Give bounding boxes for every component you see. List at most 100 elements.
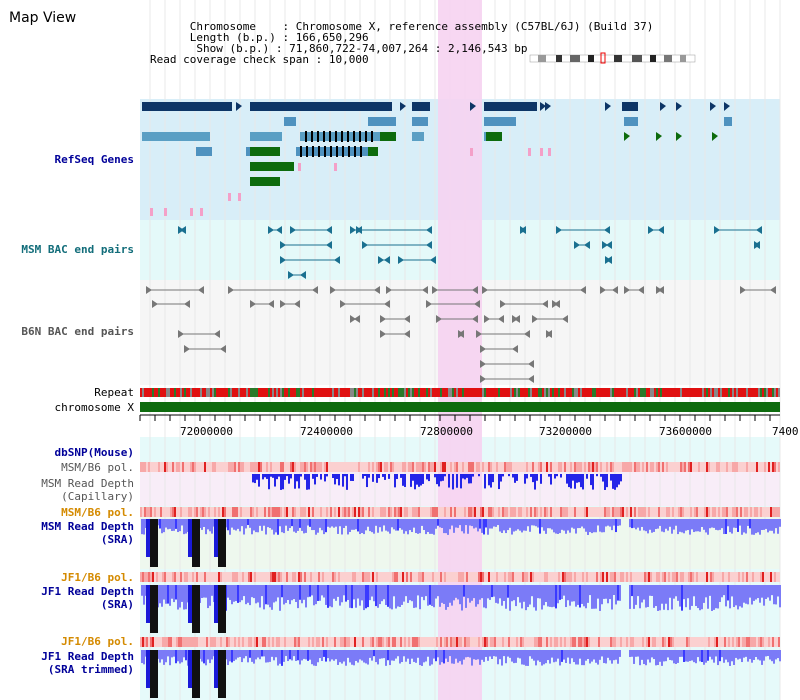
depth-bar	[293, 585, 295, 600]
read-depth-tracks[interactable]	[141, 474, 781, 698]
repeat-segment	[356, 388, 358, 397]
polymorphism-cell	[714, 462, 716, 472]
chromosome-ideogram[interactable]	[529, 52, 696, 64]
polymorphism-cell	[676, 572, 678, 582]
repeat-segment	[314, 388, 316, 397]
msm-pol2-label[interactable]: MSM/B6 pol.	[61, 506, 134, 519]
polymorphism-tracks[interactable]	[140, 462, 780, 647]
repeat-segment	[674, 388, 676, 397]
b6n-bac-label[interactable]: B6N BAC end pairs	[21, 325, 134, 338]
polymorphism-cell	[208, 507, 210, 517]
msm-bac-label[interactable]: MSM BAC end pairs	[21, 243, 134, 256]
msm-depth-sra-label[interactable]: MSM Read Depth (SRA)	[0, 520, 134, 546]
polymorphism-cell	[584, 462, 586, 472]
chromosome-bar[interactable]	[140, 402, 780, 412]
depth-bar	[757, 519, 759, 533]
msm-bac-end-pairs-track[interactable]	[178, 226, 762, 279]
polymorphism-cell	[636, 637, 638, 647]
polymorphism-cell	[600, 462, 602, 472]
jf1-pol-label[interactable]: JF1/B6 pol.	[61, 571, 134, 584]
depth-bar	[469, 519, 471, 526]
repeat-segment	[498, 388, 500, 397]
polymorphism-cell	[590, 462, 592, 472]
depth-bar	[635, 519, 637, 530]
repeat-segment	[360, 388, 362, 397]
polymorphism-cell	[530, 637, 532, 647]
polymorphism-cell	[382, 572, 384, 582]
polymorphism-cell	[144, 637, 146, 647]
repeat-segment	[226, 388, 228, 397]
repeat-segment	[518, 388, 520, 397]
polymorphism-cell	[678, 462, 680, 472]
polymorphism-cell	[606, 637, 608, 647]
polymorphism-cell	[656, 637, 658, 647]
polymorphism-cell	[666, 572, 668, 582]
polymorphism-cell	[242, 637, 244, 647]
repeat-segment	[556, 388, 558, 397]
msm-pol-label[interactable]: MSM/B6 pol.	[61, 461, 134, 474]
repeat-track[interactable]	[140, 388, 780, 397]
depth-bar	[477, 650, 479, 660]
depth-bar	[735, 650, 737, 658]
depth-bar	[653, 585, 655, 608]
repeat-segment	[698, 388, 700, 397]
repeat-segment	[216, 388, 218, 397]
depth-bar	[601, 650, 603, 657]
b6n-bac-end-pairs-track[interactable]	[146, 286, 776, 383]
polymorphism-cell	[172, 572, 174, 582]
depth-bar	[171, 585, 173, 599]
repeat-segment	[700, 388, 702, 397]
polymorphism-cell	[704, 637, 706, 647]
polymorphism-cell	[280, 572, 282, 582]
polymorphism-cell	[302, 462, 304, 472]
repeat-segment	[532, 388, 534, 397]
polymorphism-cell	[760, 572, 762, 582]
polymorphism-cell	[218, 637, 220, 647]
polymorphism-cell	[278, 507, 280, 517]
depth-bar	[461, 519, 463, 532]
polymorphism-cell	[476, 462, 478, 472]
jf1-depth-trimmed-label[interactable]: JF1 Read Depth (SRA trimmed)	[0, 650, 134, 676]
depth-bar	[596, 474, 598, 477]
polymorphism-cell	[360, 572, 362, 582]
polymorphism-cell	[748, 462, 750, 472]
refseq-genes-track[interactable]	[142, 102, 732, 216]
polymorphism-cell	[144, 507, 146, 517]
depth-bar	[277, 585, 279, 598]
jf1-pol2-label[interactable]: JF1/B6 pol.	[61, 635, 134, 648]
depth-bar	[177, 650, 179, 662]
repeat-segment	[438, 388, 440, 397]
polymorphism-cell	[590, 507, 592, 517]
depth-bar	[566, 474, 568, 484]
repeat-segment	[292, 388, 294, 397]
depth-bar	[689, 519, 691, 535]
repeat-segment	[724, 388, 726, 397]
depth-bar	[205, 585, 207, 598]
polymorphism-cell	[328, 637, 330, 647]
depth-bar	[357, 519, 359, 532]
polymorphism-cell	[500, 572, 502, 582]
gene-exon	[484, 117, 516, 126]
refseq-label[interactable]: RefSeq Genes	[54, 153, 134, 166]
depth-bar	[261, 519, 263, 531]
polymorphism-cell	[312, 637, 314, 647]
depth-bar	[571, 650, 573, 659]
depth-bar	[350, 474, 352, 481]
depth-bar	[325, 650, 327, 662]
depth-bar	[611, 519, 613, 531]
gene-exon	[412, 102, 430, 111]
msm-depth-capillary-label[interactable]: MSM Read Depth (Capillary)	[0, 477, 134, 503]
polymorphism-cell	[684, 637, 686, 647]
gene-exon	[250, 162, 294, 171]
polymorphism-cell	[202, 462, 204, 472]
polymorphism-cell	[520, 462, 522, 472]
depth-bar	[342, 474, 344, 487]
depth-bar	[563, 519, 565, 531]
depth-bar	[502, 474, 504, 477]
dbsnp-label[interactable]: dbSNP(Mouse)	[54, 446, 134, 459]
polymorphism-cell	[150, 462, 152, 472]
depth-bar	[723, 650, 725, 663]
jf1-depth-sra-label[interactable]: JF1 Read Depth (SRA)	[0, 585, 134, 611]
polymorphism-cell	[286, 507, 288, 517]
